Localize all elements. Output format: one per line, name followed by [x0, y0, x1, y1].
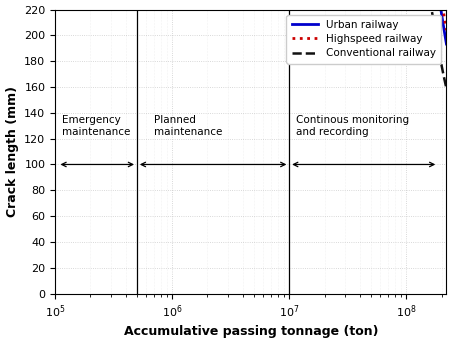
- Line: Urban railway: Urban railway: [55, 0, 446, 44]
- Conventional railway: [432, 29, 437, 33]
- Conventional railway: [431, 27, 437, 31]
- Highspeed railway: [443, 28, 448, 32]
- X-axis label: Accumulative passing tonnage (ton): Accumulative passing tonnage (ton): [123, 325, 377, 338]
- Legend: Urban railway, Highspeed railway, Conventional railway: Urban railway, Highspeed railway, Conven…: [286, 15, 440, 64]
- Line: Highspeed railway: Highspeed railway: [55, 0, 446, 30]
- Conventional railway: [443, 87, 448, 91]
- Text: Emergency
maintenance: Emergency maintenance: [62, 115, 130, 137]
- Text: Planned
maintenance: Planned maintenance: [154, 115, 222, 137]
- Line: Conventional railway: Conventional railway: [55, 0, 446, 89]
- Urban railway: [443, 42, 448, 46]
- Text: Continous monitoring
and recording: Continous monitoring and recording: [296, 115, 409, 137]
- Y-axis label: Crack length (mm): Crack length (mm): [5, 86, 18, 217]
